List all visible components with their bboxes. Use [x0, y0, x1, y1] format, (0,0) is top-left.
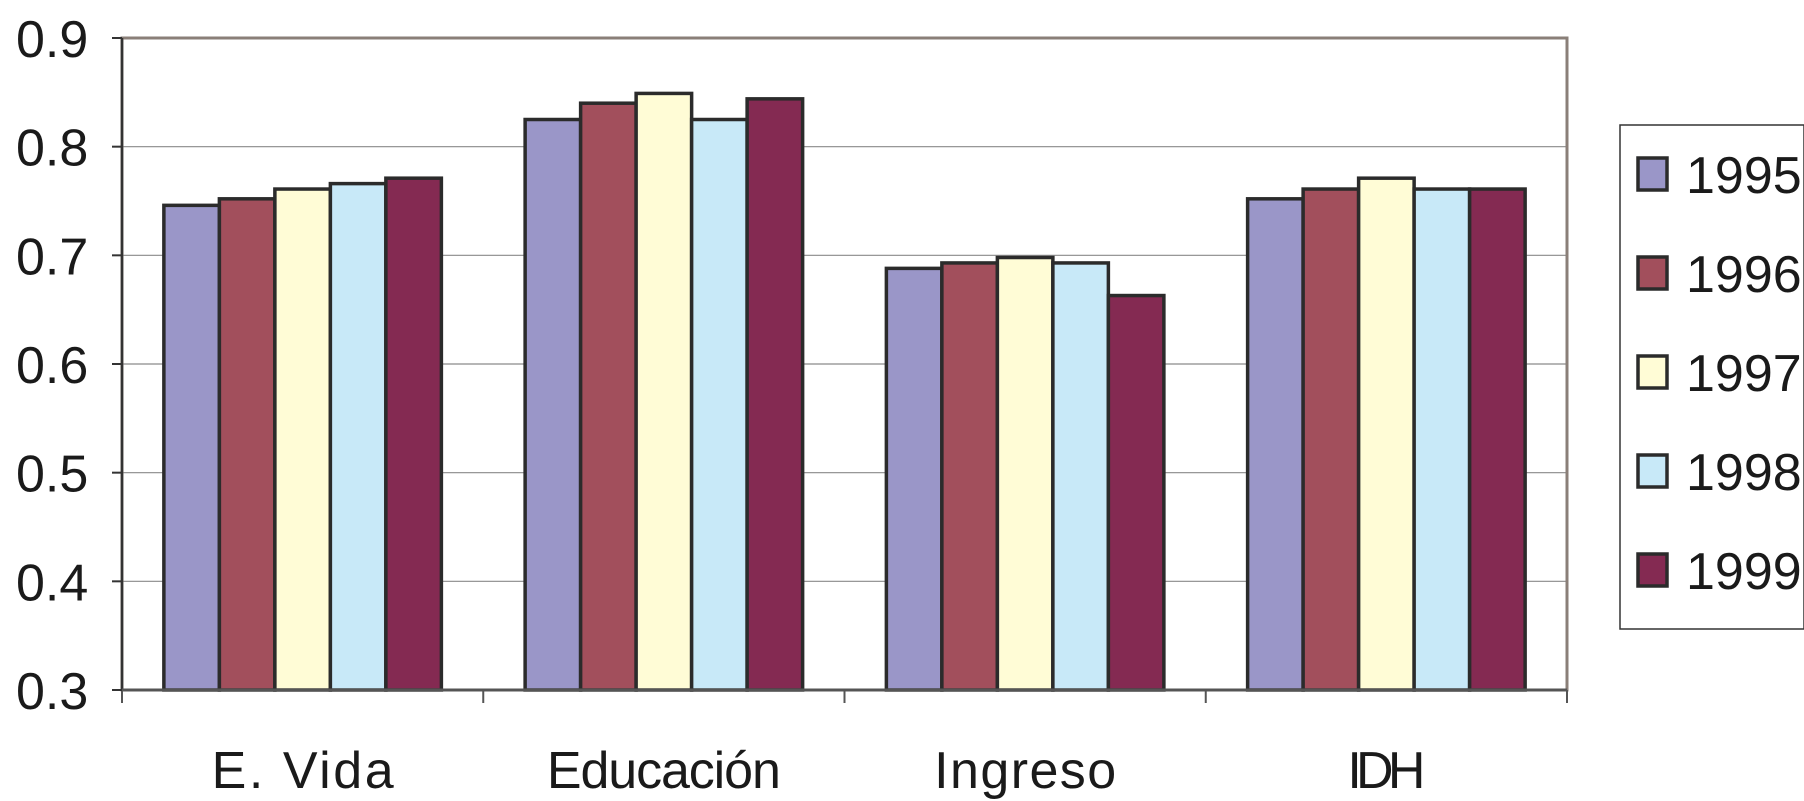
- legend-label: 1995: [1686, 147, 1802, 205]
- bar-1995-Ingreso: [884, 266, 944, 692]
- bar-1997-Ingreso: [995, 255, 1055, 692]
- legend-label: 1996: [1686, 246, 1802, 304]
- y-tick-label: 0.4: [16, 554, 88, 612]
- bar-1998-IDH: [1412, 187, 1472, 692]
- bar-1997-E. Vida: [273, 187, 333, 692]
- y-tick-label: 0.9: [16, 11, 88, 69]
- bar-1999-E. Vida: [384, 176, 444, 692]
- bar-1996-Educación: [578, 101, 638, 692]
- bar-1995-E. Vida: [162, 203, 222, 692]
- bar-1995-IDH: [1245, 197, 1305, 692]
- bar-1996-E. Vida: [217, 197, 277, 692]
- x-category-label: IDH: [1347, 742, 1425, 800]
- legend-label: 1998: [1686, 444, 1802, 502]
- bar-1998-E. Vida: [328, 181, 388, 692]
- legend-swatch-1995: [1636, 156, 1669, 192]
- bar-1995-Educación: [523, 117, 583, 692]
- legend-swatch-1999: [1636, 552, 1669, 588]
- x-category-label: Ingreso: [934, 742, 1116, 800]
- bar-1998-Ingreso: [1051, 261, 1111, 692]
- bar-1997-Educación: [634, 91, 694, 692]
- y-axis-ticks: 0.9 0.8 0.7 0.6 0.5 0.4 0.3: [16, 11, 122, 721]
- y-tick-label: 0.7: [16, 228, 88, 286]
- y-tick-label: 0.3: [16, 663, 88, 721]
- legend-label: 1997: [1686, 345, 1802, 403]
- y-tick-label: 0.8: [16, 120, 88, 178]
- x-axis-categories: E. Vida Educación Ingreso IDH: [212, 742, 1426, 800]
- bar-1999-Educación: [745, 97, 805, 692]
- bar-1997-IDH: [1356, 176, 1416, 692]
- bar-1999-Ingreso: [1106, 293, 1166, 692]
- legend-swatch-1996: [1636, 255, 1669, 291]
- legend: 1995 1996 1997 1998 1999: [1619, 124, 1804, 630]
- bars: [162, 91, 1527, 692]
- legend-label: 1999: [1686, 543, 1802, 601]
- bar-1999-IDH: [1467, 187, 1527, 692]
- bar-1998-Educación: [689, 117, 749, 692]
- y-tick-label: 0.5: [16, 446, 88, 504]
- y-tick-label: 0.6: [16, 337, 88, 395]
- bar-1996-IDH: [1301, 187, 1361, 692]
- x-category-label: Educación: [547, 742, 781, 800]
- legend-swatch-1997: [1636, 354, 1669, 390]
- legend-swatch-1998: [1636, 453, 1669, 489]
- x-category-label: E. Vida: [212, 742, 394, 800]
- bar-1996-Ingreso: [940, 261, 1000, 692]
